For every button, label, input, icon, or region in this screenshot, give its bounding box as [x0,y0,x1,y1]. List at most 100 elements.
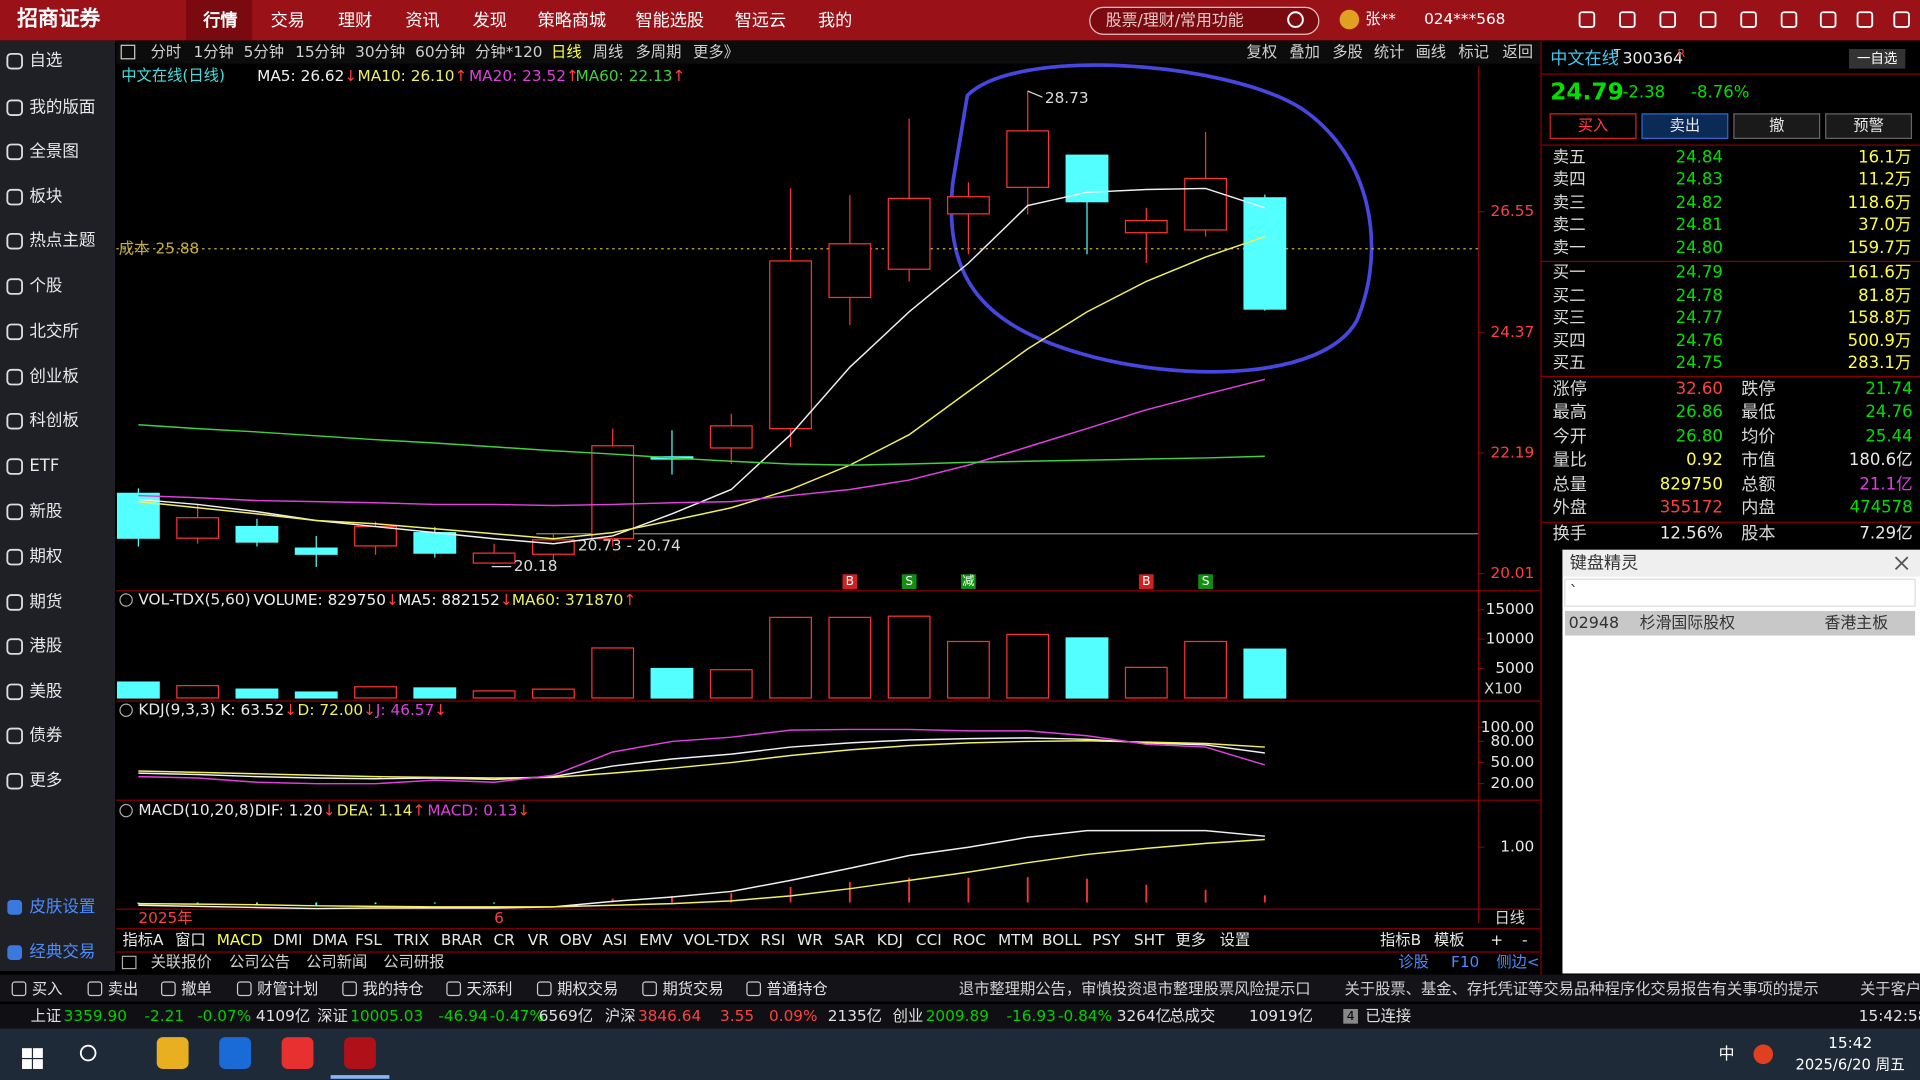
indicator-tab[interactable]: 模板 [1434,931,1465,949]
window-icon[interactable] [1740,11,1757,28]
sidebar-item[interactable]: 北交所 [29,321,79,340]
period-tab[interactable]: 30分钟 [355,43,405,61]
sidebar-item[interactable]: 更多 [29,771,62,790]
toolbar-item[interactable]: 卖出 [108,980,139,998]
indicator-tab[interactable]: OBV [560,931,593,949]
menu-item[interactable]: 资讯 [405,11,439,31]
menu-item[interactable]: 理财 [338,11,372,31]
trade-button[interactable] [1825,113,1913,139]
indicator-tab[interactable]: CCI [916,931,942,949]
sidebar-item[interactable]: 我的版面 [29,97,95,116]
indicator-tab[interactable]: - [1522,931,1528,949]
indicator-tab[interactable]: FSL [355,931,382,949]
indicator-tab[interactable]: DMI [273,931,303,949]
chart-tool[interactable]: 多股 [1332,43,1363,61]
menu-item[interactable]: 行情 [202,10,237,31]
indicator-tab[interactable]: ASI [602,931,627,949]
sidebar-item[interactable]: 皮肤设置 [29,897,95,916]
chart-tool[interactable]: 统计 [1374,43,1405,61]
info-tab[interactable]: 关联报价 [151,953,212,971]
trade-button-label[interactable]: 卖出 [1670,117,1701,135]
sprite-input-text[interactable]: ` [1570,582,1578,601]
window-icon[interactable] [1819,11,1837,28]
window-icon[interactable] [1780,11,1798,28]
sidebar-item[interactable]: ETF [29,456,59,475]
indicator-tab[interactable]: SHT [1134,931,1165,949]
taskbar-app[interactable] [344,1037,376,1069]
menu-item[interactable]: 发现 [473,11,507,31]
sidebar-item[interactable]: 期货 [29,592,62,611]
sidebar-item[interactable]: 新股 [29,501,62,520]
period-tab[interactable]: 5分钟 [244,43,284,61]
toolbar-item[interactable]: 期权交易 [557,980,618,998]
period-tab[interactable]: 15分钟 [295,43,345,61]
taskbar-app[interactable] [219,1037,252,1069]
chart-tool[interactable]: 叠加 [1289,43,1320,61]
account[interactable]: 024***568 [1424,10,1505,28]
sidebar-item[interactable]: 热点主题 [29,231,95,250]
indicator-tab[interactable]: PSY [1092,931,1121,949]
search-icon[interactable] [1287,11,1304,28]
indicator-tab[interactable]: 指标A [122,931,164,949]
indicator-tab[interactable]: WR [797,931,823,949]
sprite-result-row[interactable] [1564,611,1916,636]
trade-button-label[interactable]: 撤 [1769,117,1784,135]
toolbar-item[interactable]: 普通持仓 [767,980,828,998]
sprite-input[interactable] [1564,578,1916,607]
menu-item[interactable]: 智远云 [735,11,786,31]
trade-button-label[interactable]: 买入 [1578,117,1609,135]
sprite-result[interactable]: 02948 [1569,613,1620,632]
watch-label[interactable]: 一自选 [1857,51,1897,67]
menu-item[interactable]: 策略商城 [538,11,607,31]
sidebar-item[interactable]: 期权 [29,547,62,566]
taskbar-app[interactable] [281,1037,314,1069]
indicator-tab[interactable]: BOLL [1042,931,1082,949]
sidebar-item[interactable]: 美股 [29,681,62,700]
sprite-result[interactable]: 香港主板 [1824,613,1888,632]
search-placeholder[interactable]: 股票/理财/常用功能 [1106,10,1244,29]
sidebar-item[interactable]: 全景图 [29,141,79,160]
period-tab[interactable]: 分时 [151,43,182,61]
chart-tool[interactable]: 标记 [1458,43,1489,61]
sidebar-item[interactable]: 经典交易 [29,942,95,961]
sidebar-item[interactable]: 个股 [29,276,62,295]
sidebar-item[interactable]: 创业板 [29,367,79,386]
info-tab[interactable]: 公司研报 [383,953,444,971]
menu-item[interactable]: 交易 [271,11,305,31]
menu-item[interactable]: 智能选股 [636,11,705,31]
indicator-tab[interactable]: + [1490,931,1503,949]
sprite-result[interactable]: 杉滑国际股权 [1640,613,1736,632]
window-icon[interactable] [1619,11,1636,28]
chart-tool[interactable]: 画线 [1416,43,1447,61]
indicator-tab[interactable]: 更多 [1176,931,1207,949]
sidebar-item[interactable]: 科创板 [29,411,79,430]
trade-button[interactable] [1733,113,1821,139]
info-link[interactable]: 侧边< [1496,953,1539,971]
indicator-tab[interactable]: TRIX [393,931,429,949]
sidebar-item[interactable]: 自选 [29,51,62,70]
indicator-tab[interactable]: MTM [998,931,1034,949]
indicator-tab[interactable]: RSI [760,931,785,949]
period-tab[interactable]: 60分钟 [415,43,465,61]
indicator-tab[interactable]: MACD [217,931,263,949]
trade-button-label[interactable]: 预警 [1853,117,1884,135]
indicator-tab[interactable]: SAR [834,931,865,949]
toolbar-item[interactable]: 天添利 [467,980,513,998]
toolbar-item[interactable]: 买入 [32,980,63,998]
notice[interactable]: 关于客户 [1860,980,1920,998]
search-icon[interactable] [79,1044,97,1062]
indicator-tab[interactable]: KDJ [877,931,903,949]
menu-item[interactable]: 我的 [818,11,852,31]
toolbar-item[interactable]: 我的持仓 [362,980,423,998]
chart-tool[interactable]: 复权 [1247,43,1278,61]
indicator-tab[interactable]: ROC [953,931,986,949]
toolbar-item[interactable]: 财管计划 [257,980,318,998]
indicator-tab[interactable]: EMV [639,931,673,949]
trade-button[interactable] [1549,113,1637,139]
tray-icon[interactable] [1753,1044,1774,1065]
indicator-tab[interactable]: 设置 [1220,931,1251,949]
search-box[interactable] [1089,6,1320,35]
window-icon[interactable] [1699,11,1717,28]
indicator-tab[interactable]: VR [528,931,549,949]
chart-tool[interactable]: 返回 [1502,43,1533,61]
